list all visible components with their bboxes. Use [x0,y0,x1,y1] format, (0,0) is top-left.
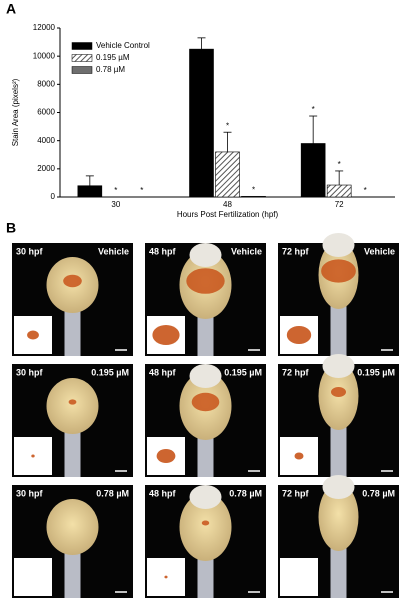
y-tick-label: 8000 [37,79,55,88]
embryo-eye-region [189,485,222,509]
inset [14,558,52,596]
significance-marker: * [252,185,255,194]
cell-time: 48 hpf [149,488,177,498]
bar [326,184,352,198]
inset-stain [152,325,180,345]
cell-time: 30 hpf [16,367,44,377]
cell-treatment: 0.78 µM [229,488,262,498]
bar [215,151,240,198]
x-tick-label: 72 [335,200,344,209]
cell-treatment: 0.195 µM [224,367,262,377]
y-tick-label: 0 [51,192,56,201]
stain [191,392,220,412]
cell-treatment: Vehicle [98,246,129,256]
embryo-head [179,493,232,561]
error-bar [309,115,318,144]
embryo-eye-region [322,354,355,378]
legend-swatch [71,42,93,50]
cell-treatment: Vehicle [231,246,262,256]
cell-treatment: 0.78 µM [362,488,395,498]
inset-stain [156,449,176,463]
significance-marker: * [140,186,143,195]
cell-time: 72 hpf [282,488,310,498]
legend-label: Vehicle Control [96,41,150,50]
embryo-eye-region [322,233,355,257]
cell-treatment: 0.195 µM [357,367,395,377]
cell-treatment: Vehicle [364,246,395,256]
error-bar [223,131,232,152]
legend-label: 0.195 µM [96,53,130,62]
embryo-head [46,499,99,555]
y-tick-label: 12000 [33,23,56,32]
significance-marker: * [338,160,341,169]
inset-stain [294,452,304,460]
stain [186,268,225,294]
legend-label: 0.78 µM [96,65,125,74]
bar [300,143,326,198]
cell-time: 72 hpf [282,367,310,377]
embryo-head [46,378,99,434]
bar [77,185,103,198]
x-tick-label: 30 [111,200,120,209]
inset-stain [31,454,35,458]
panel-label: B [6,220,16,236]
embryo-head [318,483,359,551]
stain [63,274,82,288]
cell-time: 48 hpf [149,367,177,377]
panel-label: A [6,1,16,17]
inset-stain [164,575,168,579]
cell-time: 48 hpf [149,246,177,256]
x-axis-label: Hours Post Fertilization (hpf) [177,210,279,219]
stain [331,387,346,397]
y-axis-label: Stain Area (pixels²) [11,78,20,146]
bar [241,195,266,198]
embryo-eye-region [189,243,222,267]
stain [68,399,77,405]
y-tick-label: 4000 [37,136,55,145]
bar [189,48,214,198]
cell-treatment: 0.195 µM [91,367,129,377]
inset-stain [27,330,39,340]
y-tick-label: 10000 [33,51,56,60]
inset-stain [286,326,312,344]
stain [321,259,356,283]
cell-time: 72 hpf [282,246,310,256]
cell-treatment: 0.78 µM [96,488,129,498]
y-tick-label: 2000 [37,164,55,173]
embryo-eye-region [322,475,355,499]
error-bar [197,37,206,50]
y-tick-label: 6000 [37,108,55,117]
significance-marker: * [114,186,117,195]
error-bar [85,175,94,186]
x-tick-label: 48 [223,200,232,209]
significance-marker: * [312,105,315,114]
legend-swatch [71,54,93,62]
stain [201,520,210,526]
significance-marker: * [364,186,367,195]
cell-time: 30 hpf [16,488,44,498]
embryo-eye-region [189,364,222,388]
significance-marker: * [226,121,229,130]
inset [280,558,318,596]
cell-time: 30 hpf [16,246,44,256]
legend-swatch [71,66,93,74]
error-bar [335,170,344,186]
